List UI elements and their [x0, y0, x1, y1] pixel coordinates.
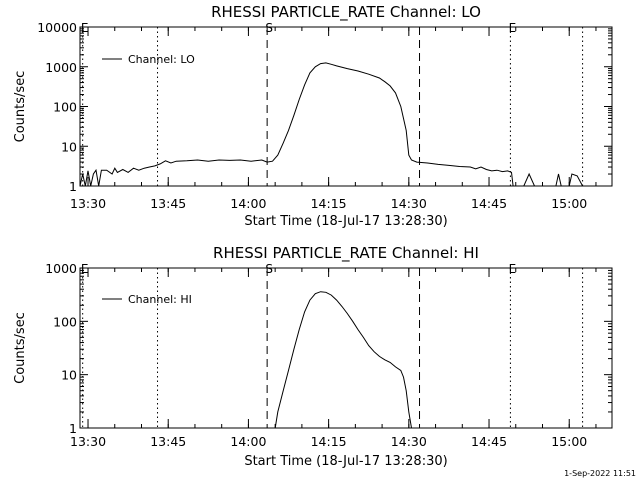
y-axis-label: Counts/sec: [13, 312, 28, 384]
panel-lo: RHESSI PARTICLE_RATE Channel: LO Counts/s…: [13, 3, 613, 229]
x-tick-label: 14:15: [311, 196, 347, 211]
x-tick-label: 14:30: [391, 196, 427, 211]
x-tick-label: 14:00: [230, 196, 266, 211]
x-tick-label: 14:45: [471, 196, 507, 211]
event-marker-label: E: [509, 21, 517, 35]
event-marker-label: E: [81, 21, 89, 35]
event-marker-label: S: [265, 21, 273, 35]
y-tick-label: 10: [61, 139, 77, 154]
series-line: [274, 291, 412, 429]
x-tick-label: 14:30: [391, 434, 427, 449]
y-tick-label: 10000: [37, 20, 77, 35]
event-marker-label: E: [509, 262, 517, 276]
x-tick-label: 13:45: [150, 434, 186, 449]
x-axis-label: Start Time (18-Jul-17 13:28:30): [244, 454, 447, 469]
x-tick-label: 14:00: [230, 434, 266, 449]
chart-title: RHESSI PARTICLE_RATE Channel: LO: [211, 3, 481, 22]
event-marker-label: S: [265, 262, 273, 276]
plot-frame: [79, 267, 613, 429]
chart-title: RHESSI PARTICLE_RATE Channel: HI: [213, 244, 479, 263]
x-tick-label: 13:45: [150, 196, 186, 211]
y-tick-label: 10: [61, 368, 77, 383]
x-tick-label: 14:15: [311, 434, 347, 449]
x-tick-label: 15:00: [551, 434, 587, 449]
x-tick-label: 13:30: [70, 196, 106, 211]
x-tick-label: 14:45: [471, 434, 507, 449]
x-axis-label: Start Time (18-Jul-17 13:28:30): [244, 214, 447, 229]
y-tick-label: 1: [69, 179, 77, 194]
legend-label: Channel: HI: [128, 293, 192, 306]
y-tick-label: 100: [53, 100, 77, 115]
plot-frame: [79, 26, 613, 187]
y-tick-label: 1: [69, 421, 77, 436]
footer-timestamp: 1-Sep-2022 11:51: [564, 469, 636, 478]
y-tick-label: 1000: [45, 261, 77, 276]
legend-label: Channel: LO: [128, 53, 195, 66]
y-axis-label: Counts/sec: [13, 71, 28, 143]
y-tick-label: 1000: [45, 60, 77, 75]
x-tick-label: 13:30: [70, 434, 106, 449]
series-line: [79, 62, 584, 187]
panel-hi: RHESSI PARTICLE_RATE Channel: HI Counts/s…: [13, 244, 613, 469]
x-tick-label: 15:00: [551, 196, 587, 211]
event-marker-label: E: [81, 262, 89, 276]
y-tick-label: 100: [53, 314, 77, 329]
